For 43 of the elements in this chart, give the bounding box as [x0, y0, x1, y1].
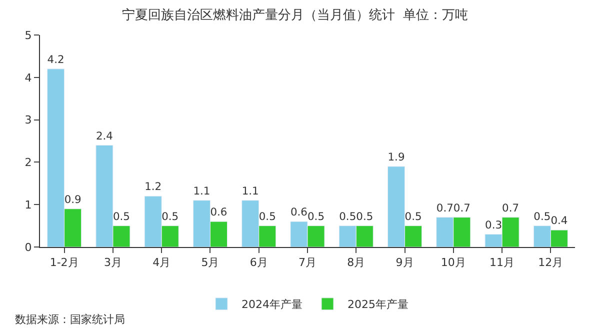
legend-label: 2024年产量: [242, 298, 302, 312]
data-label: 0.6: [290, 206, 308, 219]
data-label: 0.4: [550, 214, 568, 228]
x-tick-label: 6月: [250, 256, 268, 270]
x-tick-label: 5月: [201, 256, 220, 270]
legend-label: 2025年产量: [348, 298, 408, 312]
data-label: 0.9: [64, 192, 82, 206]
y-tick-label: 5: [24, 28, 32, 42]
data-label: 0.7: [453, 201, 470, 214]
data-label: 0.5: [162, 210, 179, 223]
x-tick-label: 8月: [347, 256, 366, 270]
x-tick-label: 11月: [490, 256, 515, 270]
data-label: 0.5: [356, 210, 374, 223]
x-tick-label: 10月: [440, 256, 466, 270]
data-label: 0.5: [258, 210, 276, 223]
data-label: 2.4: [96, 129, 114, 142]
data-label: 1.9: [388, 150, 405, 164]
y-tick-label: 4: [24, 71, 32, 84]
data-label: 0.5: [112, 210, 130, 223]
x-tick-label: 1-2月: [50, 256, 79, 270]
x-tick-label: 7月: [298, 256, 316, 270]
y-tick-label: 3: [24, 114, 32, 127]
data-label: 0.7: [436, 201, 454, 214]
data-label: 0.5: [404, 210, 422, 223]
data-label: 0.3: [485, 218, 502, 232]
data-label: 0.5: [534, 210, 551, 223]
data-label: 0.6: [210, 206, 228, 219]
source-note: 数据来源：国家统计局: [15, 313, 125, 326]
y-tick-label: 1: [24, 198, 32, 212]
data-label: 1.1: [242, 184, 259, 198]
x-tick-label: 4月: [152, 256, 171, 270]
y-tick-label: 0: [24, 240, 32, 254]
data-label: 0.7: [502, 201, 520, 214]
data-label: 4.2: [47, 53, 64, 66]
data-label: 1.2: [144, 180, 162, 194]
x-tick-label: 12月: [538, 256, 564, 270]
x-tick-label: 9月: [396, 256, 414, 270]
data-label: 0.5: [308, 210, 325, 223]
chart-title: 宁夏回族自治区燃料油产量分月（当月值）统计 单位：万吨: [122, 7, 468, 23]
data-label: 1.1: [193, 184, 210, 198]
y-tick-label: 2: [24, 156, 32, 170]
x-tick-label: 3月: [104, 256, 122, 270]
data-label: 0.5: [339, 210, 356, 223]
